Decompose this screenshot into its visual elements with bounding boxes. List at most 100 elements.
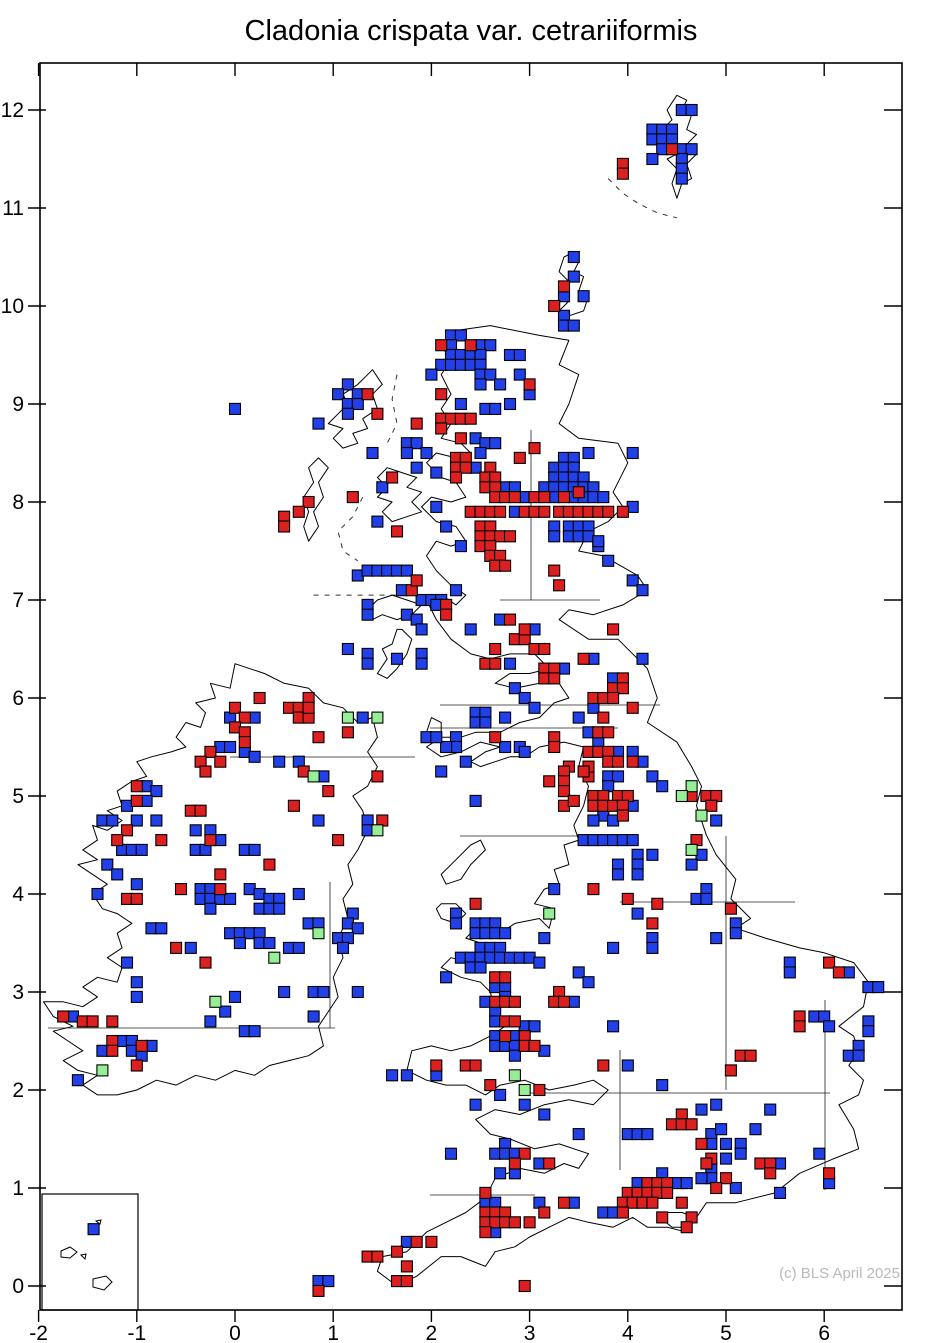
record-square-blue [356, 711, 369, 724]
record-square-blue [646, 848, 659, 861]
record-square-red [400, 1275, 413, 1288]
inset-island [94, 1219, 102, 1225]
record-square-red [361, 388, 374, 401]
x-tick-label: 4 [622, 1322, 634, 1343]
record-square-red [484, 1079, 497, 1092]
record-square-red [621, 892, 634, 905]
record-square-red [111, 834, 124, 847]
record-square-blue [96, 814, 109, 827]
record-square-red [685, 1118, 698, 1131]
record-square-blue [273, 902, 286, 915]
record-square-blue [400, 446, 413, 460]
record-square-blue [71, 1074, 84, 1087]
record-square-red [508, 1015, 521, 1028]
record-square-blue [415, 623, 428, 636]
record-square-blue [204, 1015, 217, 1028]
record-square-red [508, 491, 521, 504]
record-square-blue [189, 824, 202, 837]
record-square-red [214, 868, 227, 881]
record-square-red [228, 701, 242, 714]
record-square-blue [872, 981, 885, 994]
record-square-blue [400, 1069, 413, 1082]
record-square-blue [719, 1137, 733, 1150]
record-square-blue [312, 417, 325, 430]
plot-border [39, 62, 903, 1311]
record-square-red [705, 799, 718, 812]
record-square-red [238, 736, 251, 749]
record-square-blue [607, 1020, 620, 1033]
record-square-red [508, 1216, 521, 1229]
record-square-red [278, 520, 291, 533]
record-square-blue [474, 446, 487, 460]
record-square-blue [690, 892, 703, 905]
record-square-red [464, 339, 477, 352]
record-square-red [538, 491, 551, 504]
record-square-red [155, 834, 168, 847]
y-tick-label: 8 [12, 491, 24, 514]
record-square-red [479, 1226, 492, 1239]
record-square-blue [675, 172, 688, 185]
record-square-blue [548, 530, 561, 543]
coastline [376, 628, 413, 679]
inset-box [41, 1193, 139, 1311]
record-square-red [170, 941, 183, 954]
record-square-red [528, 1039, 541, 1052]
record-square-blue [440, 740, 453, 754]
record-square-red [263, 858, 276, 871]
y-tick-label: 7 [12, 589, 24, 612]
record-square-blue [120, 956, 134, 969]
record-square-blue [248, 843, 261, 856]
record-square-red [616, 505, 629, 518]
record-square-red [204, 745, 217, 758]
record-square-red [410, 417, 423, 430]
inset-island [92, 1275, 113, 1291]
record-square-red [724, 1064, 737, 1077]
record-square-red [548, 672, 561, 685]
record-square-blue [611, 868, 625, 881]
record-square-red [651, 897, 664, 910]
record-square-red [724, 902, 737, 915]
record-square-blue [204, 902, 217, 915]
record-square-blue [656, 780, 669, 793]
record-square-red [548, 299, 561, 313]
record-square-blue [317, 985, 330, 999]
record-square-blue [695, 1172, 708, 1185]
record-square-red [499, 1030, 512, 1043]
record-square-blue [425, 368, 438, 381]
record-square-red [430, 1059, 443, 1072]
coastline [43, 663, 378, 1096]
record-square-blue [376, 481, 389, 494]
record-square-red [553, 579, 566, 592]
record-square-red [523, 1216, 536, 1229]
coastline [440, 839, 486, 885]
record-square-blue [587, 814, 600, 827]
record-square-blue [454, 540, 467, 553]
record-square-blue [474, 378, 487, 391]
record-square-blue [307, 1010, 320, 1023]
record-square-red [390, 1245, 404, 1258]
record-square-red [199, 765, 212, 778]
record-square-blue [386, 1069, 399, 1082]
record-square-green [307, 770, 320, 783]
record-square-blue [607, 941, 620, 954]
record-square-red [548, 564, 561, 577]
record-square-red [86, 1015, 99, 1028]
record-square-blue [685, 143, 698, 156]
record-square-blue [130, 878, 143, 891]
record-square-blue [351, 397, 364, 411]
record-square-blue [292, 941, 305, 954]
record-square-blue [111, 868, 124, 881]
record-square-blue [734, 1147, 747, 1160]
record-square-blue [499, 740, 512, 754]
record-square-blue [508, 682, 521, 695]
record-square-blue [312, 814, 325, 827]
record-square-blue [371, 515, 384, 528]
record-square-blue [219, 1005, 232, 1018]
record-square-blue [263, 936, 276, 950]
map-title: Cladonia crispata var. cetrariiformis [245, 15, 698, 47]
record-square-blue [336, 941, 350, 954]
record-square-blue [611, 770, 625, 783]
record-square-red [611, 755, 625, 768]
record-square-red [793, 1020, 806, 1033]
